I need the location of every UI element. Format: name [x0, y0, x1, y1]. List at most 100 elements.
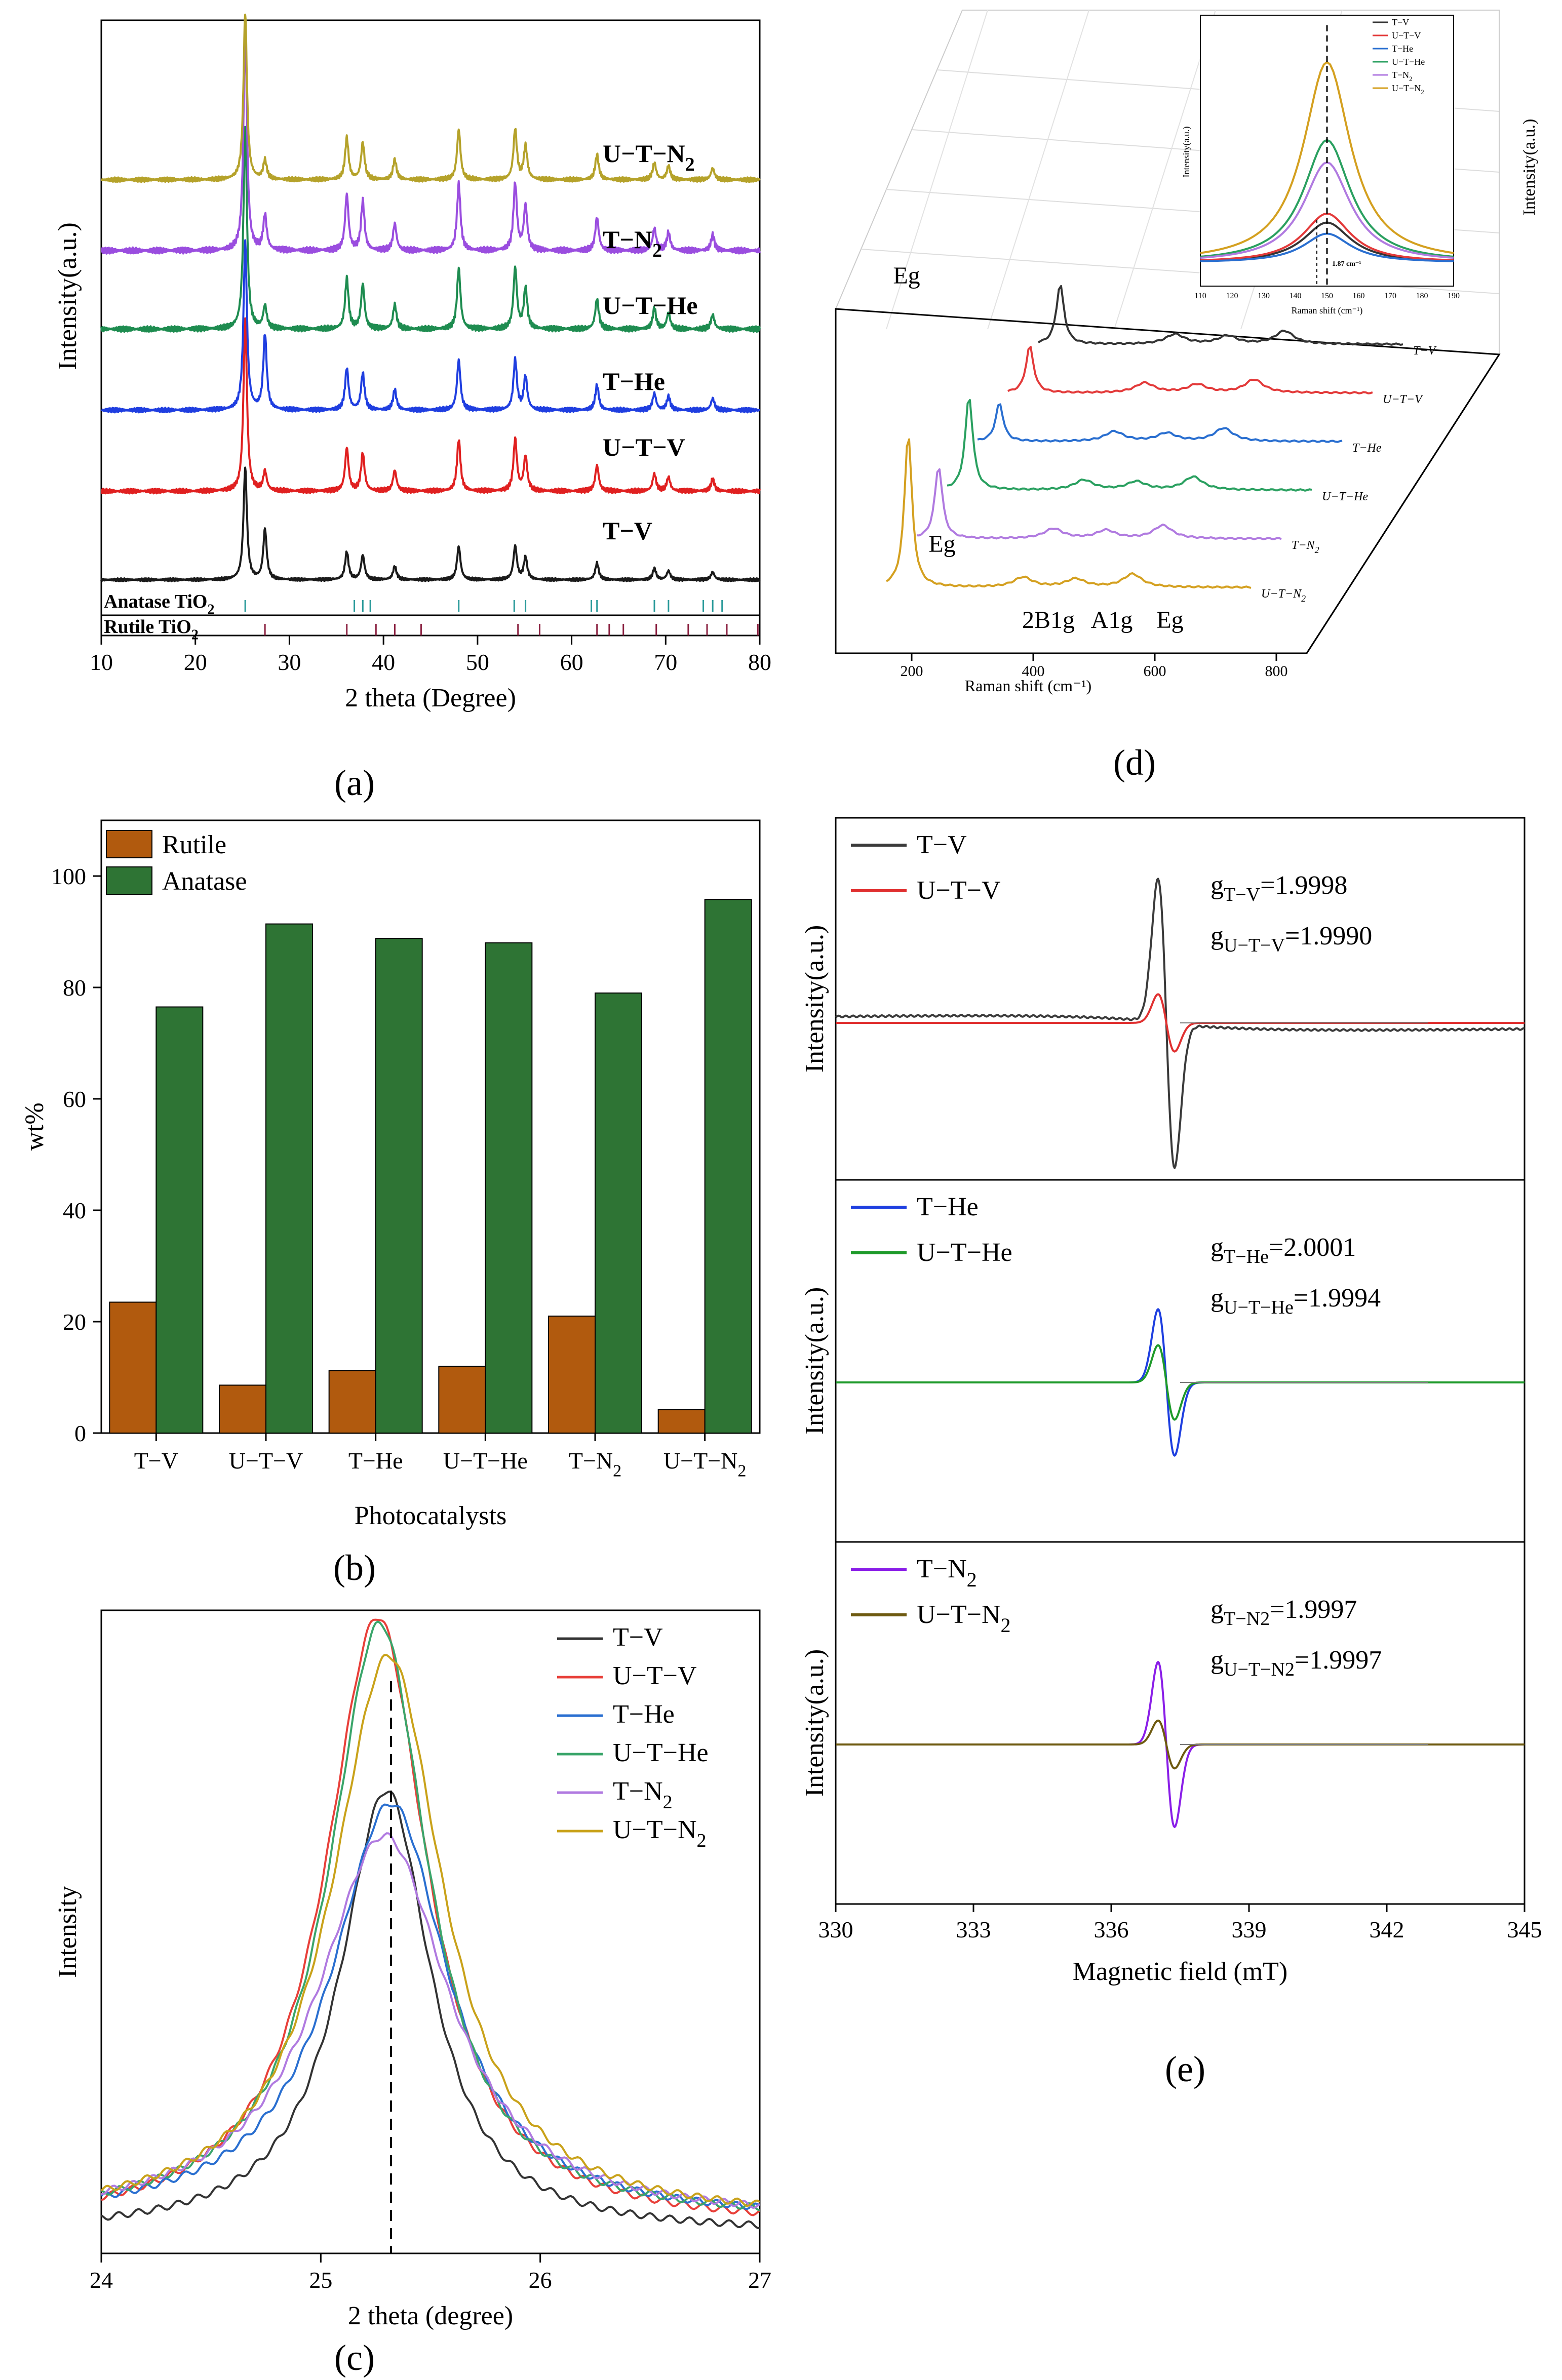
panel-b-phase-bar-chart: 0 20 40 60 80 100 wt% T−V U−T−V T−He U−T−He T−N2 U−T… — [20, 819, 761, 1530]
x-tick-label: 40 — [372, 649, 395, 675]
bar-rutile — [438, 1366, 486, 1434]
legend-label: U−T−N2 — [917, 1600, 1011, 1637]
anatase-ref-label: Anatase TiO2 — [104, 591, 214, 618]
depth-series-label: U−T−N2 — [1261, 587, 1306, 604]
grid-line — [1114, 10, 1216, 330]
inset-shift-label: 1.87 cm⁻¹ — [1332, 260, 1361, 268]
peak-label: Eg — [893, 262, 920, 289]
peak-label: Eg — [1156, 607, 1183, 633]
legend-swatch — [106, 866, 152, 895]
x-tick-label: 330 — [818, 1917, 853, 1942]
peak-series-line — [101, 1832, 760, 2209]
x-tick-label: 50 — [466, 649, 489, 675]
bar-rutile — [219, 1384, 266, 1434]
xrd-series-line — [100, 317, 761, 495]
inset-y-label: Intensity(a.u.) — [1181, 127, 1192, 178]
legend-label: Rutile — [162, 830, 226, 859]
series-label: T−He — [603, 367, 665, 395]
y-tick-label: 40 — [63, 1198, 86, 1223]
inset-legend-label: T−V — [1392, 17, 1409, 27]
raman-series-line — [916, 468, 1282, 540]
legend-label: U−T−He — [613, 1738, 709, 1767]
x-axis-label: Raman shift (cm⁻¹) — [965, 677, 1091, 695]
g-value-label: gT−V=1.9998 — [1210, 871, 1347, 905]
caption-a: (a) — [334, 763, 375, 803]
xrd-series-line — [100, 466, 761, 582]
series-label: T−V — [603, 517, 652, 545]
bar-rutile — [328, 1370, 376, 1434]
rutile-ref-label: Rutile TiO2 — [104, 616, 199, 643]
y-axis-label: Intensity — [53, 1886, 82, 1978]
plot-frame — [835, 817, 1526, 1905]
peak-label: Eg — [928, 531, 955, 558]
y-axis-label: Intensity(a.u.) — [800, 1649, 829, 1797]
panel-a-xrd-chart: 10 20 30 40 50 60 70 80 2 theta (Degree) Intensit… — [53, 13, 771, 712]
peak-series-line — [101, 1791, 760, 2230]
x-tick-label: 336 — [1094, 1917, 1129, 1942]
bar-rutile — [109, 1301, 157, 1434]
inset-x-tick-label: 130 — [1258, 292, 1270, 300]
bar-anatase — [265, 923, 313, 1434]
x-axis-label: Photocatalysts — [355, 1501, 506, 1530]
panel-d-raman-3d-chart: 200 400 600 800 Raman shift (cm⁻¹) Intensity(… — [835, 10, 1539, 695]
grid-line — [987, 10, 1089, 330]
bar-anatase — [375, 938, 423, 1434]
g-value-label: gU−T−N2=1.9997 — [1210, 1646, 1382, 1680]
legend-label: U−T−V — [613, 1661, 697, 1690]
y-tick-label: 60 — [63, 1086, 86, 1112]
bar-rutile — [548, 1316, 596, 1434]
caption-c: (c) — [334, 2337, 375, 2378]
x-axis-label: 2 theta (degree) — [348, 2302, 513, 2330]
legend-label: U−T−V — [917, 876, 1001, 905]
legend-label: Anatase — [162, 867, 247, 896]
inset-x-tick-label: 180 — [1416, 292, 1428, 300]
raman-series-line — [977, 403, 1343, 443]
y-axis-label: wt% — [20, 1102, 49, 1151]
plot-frame — [100, 819, 761, 1434]
floor-outline — [835, 308, 1501, 654]
inset-x-tick-label: 120 — [1226, 292, 1238, 300]
peak-label: 2B1g — [1022, 607, 1075, 633]
inset-x-tick-label: 150 — [1321, 292, 1333, 300]
series-label: U−T−V — [603, 433, 685, 461]
series-group — [101, 1618, 760, 2230]
xrd-series-line — [100, 26, 761, 255]
series-label: T−N2 — [603, 225, 662, 261]
raman-series-line — [1007, 346, 1373, 394]
inset-legend-label: U−T−He — [1392, 57, 1425, 67]
x-tick-label: 339 — [1232, 1917, 1267, 1942]
x-axis-label: Magnetic field (mT) — [1073, 1957, 1288, 1986]
inset-x-tick-label: 110 — [1194, 292, 1206, 300]
grid-line — [886, 10, 988, 330]
series-label: U−T−N2 — [603, 139, 695, 175]
xrd-series-line — [100, 126, 761, 333]
x-tick-label: 20 — [184, 649, 207, 675]
x-tick-label: 70 — [654, 649, 677, 675]
g-value-label: gU−T−He=1.9994 — [1210, 1284, 1381, 1318]
inset-x-label: Raman shift (cm⁻¹) — [1292, 305, 1363, 316]
x-category-label: T−N2 — [569, 1448, 621, 1480]
raman-series-line — [947, 399, 1312, 492]
g-value-label: gT−He=2.0001 — [1210, 1233, 1356, 1267]
bar-anatase — [155, 1006, 204, 1434]
z-axis-label: Intensity(a.u.) — [1520, 119, 1539, 216]
depth-series-label: T−V — [1413, 344, 1437, 358]
inset-legend-label: U−T−N2 — [1392, 83, 1424, 96]
peak-series-line — [101, 1803, 760, 2210]
x-tick-label: 600 — [1144, 663, 1166, 680]
x-tick-label: 333 — [956, 1917, 991, 1942]
bar-anatase — [485, 942, 533, 1434]
plot-frame — [100, 1609, 761, 2254]
raman-series-line — [1038, 285, 1403, 346]
x-tick-label: 25 — [309, 2267, 332, 2293]
caption-d: (d) — [1113, 742, 1156, 783]
x-axis-label: 2 theta (Degree) — [345, 684, 516, 712]
bar-anatase — [595, 993, 642, 1434]
legend-label: U−T−N2 — [613, 1815, 707, 1851]
legend-swatch — [106, 830, 152, 858]
epr-series-line — [835, 878, 1525, 1169]
x-tick-label: 30 — [278, 649, 301, 675]
x-tick-label: 80 — [748, 649, 771, 675]
caption-b: (b) — [333, 1548, 376, 1588]
